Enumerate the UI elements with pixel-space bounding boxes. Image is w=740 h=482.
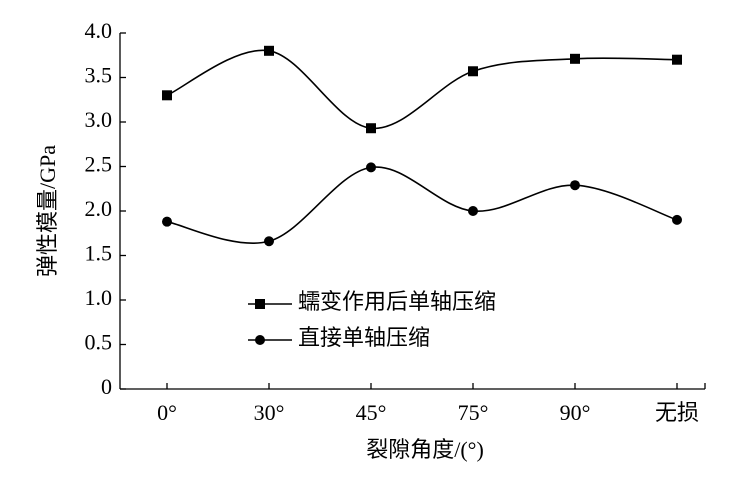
x-tick-label: 45° bbox=[356, 400, 387, 425]
data-point bbox=[162, 216, 172, 227]
y-tick-label: 0.5 bbox=[85, 330, 113, 355]
data-point bbox=[264, 45, 274, 56]
data-point bbox=[570, 53, 580, 64]
legend-marker bbox=[255, 335, 265, 345]
series-line bbox=[166, 166, 678, 244]
data-point bbox=[366, 162, 376, 173]
data-point bbox=[672, 214, 682, 225]
x-tick-label: 无损 bbox=[655, 400, 699, 425]
y-tick-label: 4.0 bbox=[85, 18, 113, 43]
y-tick-label: 1.0 bbox=[85, 285, 113, 310]
y-tick-label: 3.5 bbox=[85, 63, 113, 88]
x-tick-label: 75° bbox=[458, 400, 489, 425]
y-tick-label: 0 bbox=[101, 374, 112, 399]
x-tick-label: 0° bbox=[157, 400, 177, 425]
legend-marker bbox=[255, 299, 265, 309]
x-axis-label: 裂隙角度/(°) bbox=[366, 437, 484, 462]
data-point bbox=[162, 90, 172, 101]
series-line bbox=[166, 49, 678, 130]
legend-label: 蠕变作用后单轴压缩 bbox=[298, 289, 496, 314]
y-tick-label: 2.5 bbox=[85, 152, 113, 177]
y-tick-label: 2.0 bbox=[85, 196, 113, 221]
data-point bbox=[468, 66, 478, 77]
y-axis-label: 弹性模量/GPa bbox=[35, 145, 60, 277]
y-tick-label: 1.5 bbox=[85, 241, 113, 266]
data-point bbox=[468, 206, 478, 216]
legend-label: 直接单轴压缩 bbox=[298, 325, 430, 350]
data-point bbox=[264, 236, 274, 247]
x-tick-label: 90° bbox=[560, 400, 591, 425]
y-tick-label: 3.0 bbox=[85, 107, 113, 132]
data-point bbox=[672, 54, 682, 65]
x-tick-label: 30° bbox=[254, 400, 285, 425]
data-point bbox=[570, 180, 580, 191]
data-point bbox=[366, 123, 376, 134]
